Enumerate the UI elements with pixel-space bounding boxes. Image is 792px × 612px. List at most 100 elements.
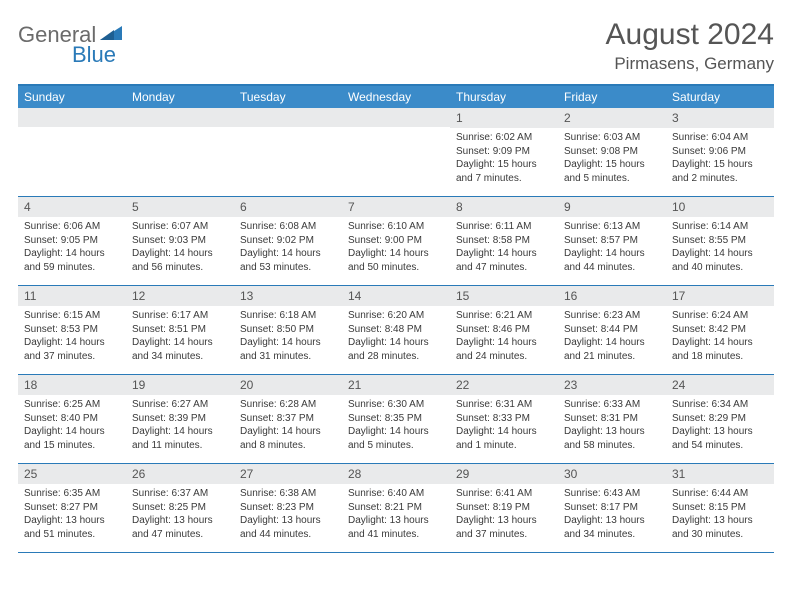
day-body: Sunrise: 6:02 AMSunset: 9:09 PMDaylight:… (450, 128, 558, 190)
day-number (126, 108, 234, 127)
day-number (234, 108, 342, 127)
day-number: 13 (234, 286, 342, 306)
day-number: 16 (558, 286, 666, 306)
sunrise-text: Sunrise: 6:08 AM (240, 220, 336, 234)
day-number: 10 (666, 197, 774, 217)
sunrise-text: Sunrise: 6:15 AM (24, 309, 120, 323)
sunset-text: Sunset: 8:29 PM (672, 412, 768, 426)
daylight-text: Daylight: 14 hours and 37 minutes. (24, 336, 120, 363)
day-cell: 13Sunrise: 6:18 AMSunset: 8:50 PMDayligh… (234, 286, 342, 374)
day-cell (342, 108, 450, 196)
sunset-text: Sunset: 8:31 PM (564, 412, 660, 426)
sunrise-text: Sunrise: 6:07 AM (132, 220, 228, 234)
daylight-text: Daylight: 14 hours and 34 minutes. (132, 336, 228, 363)
day-number (18, 108, 126, 127)
sunrise-text: Sunrise: 6:41 AM (456, 487, 552, 501)
day-cell: 23Sunrise: 6:33 AMSunset: 8:31 PMDayligh… (558, 375, 666, 463)
sunrise-text: Sunrise: 6:18 AM (240, 309, 336, 323)
logo-text-blue: Blue (72, 42, 116, 67)
sunset-text: Sunset: 8:23 PM (240, 501, 336, 515)
day-number: 15 (450, 286, 558, 306)
day-body: Sunrise: 6:04 AMSunset: 9:06 PMDaylight:… (666, 128, 774, 190)
daylight-text: Daylight: 14 hours and 50 minutes. (348, 247, 444, 274)
sunset-text: Sunset: 8:44 PM (564, 323, 660, 337)
sunrise-text: Sunrise: 6:43 AM (564, 487, 660, 501)
day-number: 7 (342, 197, 450, 217)
daylight-text: Daylight: 14 hours and 1 minute. (456, 425, 552, 452)
daylight-text: Daylight: 13 hours and 41 minutes. (348, 514, 444, 541)
week-row: 18Sunrise: 6:25 AMSunset: 8:40 PMDayligh… (18, 375, 774, 464)
day-body: Sunrise: 6:33 AMSunset: 8:31 PMDaylight:… (558, 395, 666, 457)
day-cell: 28Sunrise: 6:40 AMSunset: 8:21 PMDayligh… (342, 464, 450, 552)
week-row: 4Sunrise: 6:06 AMSunset: 9:05 PMDaylight… (18, 197, 774, 286)
day-cell: 25Sunrise: 6:35 AMSunset: 8:27 PMDayligh… (18, 464, 126, 552)
sunrise-text: Sunrise: 6:23 AM (564, 309, 660, 323)
sunrise-text: Sunrise: 6:14 AM (672, 220, 768, 234)
day-number: 26 (126, 464, 234, 484)
day-number: 8 (450, 197, 558, 217)
daylight-text: Daylight: 13 hours and 30 minutes. (672, 514, 768, 541)
day-body: Sunrise: 6:17 AMSunset: 8:51 PMDaylight:… (126, 306, 234, 368)
daylight-text: Daylight: 15 hours and 7 minutes. (456, 158, 552, 185)
day-cell: 20Sunrise: 6:28 AMSunset: 8:37 PMDayligh… (234, 375, 342, 463)
day-body: Sunrise: 6:14 AMSunset: 8:55 PMDaylight:… (666, 217, 774, 279)
sunrise-text: Sunrise: 6:30 AM (348, 398, 444, 412)
day-number: 3 (666, 108, 774, 128)
weeks-container: 1Sunrise: 6:02 AMSunset: 9:09 PMDaylight… (18, 108, 774, 553)
day-cell: 8Sunrise: 6:11 AMSunset: 8:58 PMDaylight… (450, 197, 558, 285)
sunset-text: Sunset: 8:58 PM (456, 234, 552, 248)
daylight-text: Daylight: 14 hours and 24 minutes. (456, 336, 552, 363)
daylight-text: Daylight: 13 hours and 58 minutes. (564, 425, 660, 452)
daylight-text: Daylight: 14 hours and 40 minutes. (672, 247, 768, 274)
day-cell: 16Sunrise: 6:23 AMSunset: 8:44 PMDayligh… (558, 286, 666, 374)
day-cell (126, 108, 234, 196)
daylight-text: Daylight: 14 hours and 44 minutes. (564, 247, 660, 274)
day-cell: 10Sunrise: 6:14 AMSunset: 8:55 PMDayligh… (666, 197, 774, 285)
day-body: Sunrise: 6:21 AMSunset: 8:46 PMDaylight:… (450, 306, 558, 368)
day-body: Sunrise: 6:44 AMSunset: 8:15 PMDaylight:… (666, 484, 774, 546)
day-body: Sunrise: 6:35 AMSunset: 8:27 PMDaylight:… (18, 484, 126, 546)
sunset-text: Sunset: 8:53 PM (24, 323, 120, 337)
daylight-text: Daylight: 13 hours and 47 minutes. (132, 514, 228, 541)
day-cell: 9Sunrise: 6:13 AMSunset: 8:57 PMDaylight… (558, 197, 666, 285)
dow-monday: Monday (126, 86, 234, 108)
sunrise-text: Sunrise: 6:04 AM (672, 131, 768, 145)
day-cell: 18Sunrise: 6:25 AMSunset: 8:40 PMDayligh… (18, 375, 126, 463)
sunrise-text: Sunrise: 6:13 AM (564, 220, 660, 234)
dow-friday: Friday (558, 86, 666, 108)
sunset-text: Sunset: 9:06 PM (672, 145, 768, 159)
day-cell: 12Sunrise: 6:17 AMSunset: 8:51 PMDayligh… (126, 286, 234, 374)
day-body: Sunrise: 6:37 AMSunset: 8:25 PMDaylight:… (126, 484, 234, 546)
sunset-text: Sunset: 8:48 PM (348, 323, 444, 337)
sunset-text: Sunset: 8:35 PM (348, 412, 444, 426)
day-body (234, 127, 342, 187)
sunrise-text: Sunrise: 6:37 AM (132, 487, 228, 501)
day-body: Sunrise: 6:07 AMSunset: 9:03 PMDaylight:… (126, 217, 234, 279)
daylight-text: Daylight: 14 hours and 31 minutes. (240, 336, 336, 363)
day-number: 6 (234, 197, 342, 217)
sunset-text: Sunset: 9:03 PM (132, 234, 228, 248)
daylight-text: Daylight: 14 hours and 18 minutes. (672, 336, 768, 363)
sunrise-text: Sunrise: 6:21 AM (456, 309, 552, 323)
daylight-text: Daylight: 14 hours and 11 minutes. (132, 425, 228, 452)
sunrise-text: Sunrise: 6:40 AM (348, 487, 444, 501)
day-body: Sunrise: 6:27 AMSunset: 8:39 PMDaylight:… (126, 395, 234, 457)
dow-tuesday: Tuesday (234, 86, 342, 108)
sunrise-text: Sunrise: 6:31 AM (456, 398, 552, 412)
day-body: Sunrise: 6:08 AMSunset: 9:02 PMDaylight:… (234, 217, 342, 279)
day-cell: 3Sunrise: 6:04 AMSunset: 9:06 PMDaylight… (666, 108, 774, 196)
day-number (342, 108, 450, 127)
day-body: Sunrise: 6:13 AMSunset: 8:57 PMDaylight:… (558, 217, 666, 279)
day-number: 31 (666, 464, 774, 484)
daylight-text: Daylight: 13 hours and 44 minutes. (240, 514, 336, 541)
daylight-text: Daylight: 13 hours and 37 minutes. (456, 514, 552, 541)
day-number: 19 (126, 375, 234, 395)
sunrise-text: Sunrise: 6:44 AM (672, 487, 768, 501)
sunset-text: Sunset: 8:27 PM (24, 501, 120, 515)
month-title: August 2024 (606, 18, 774, 52)
day-cell: 31Sunrise: 6:44 AMSunset: 8:15 PMDayligh… (666, 464, 774, 552)
day-number: 21 (342, 375, 450, 395)
daylight-text: Daylight: 13 hours and 51 minutes. (24, 514, 120, 541)
day-body: Sunrise: 6:43 AMSunset: 8:17 PMDaylight:… (558, 484, 666, 546)
daylight-text: Daylight: 14 hours and 53 minutes. (240, 247, 336, 274)
